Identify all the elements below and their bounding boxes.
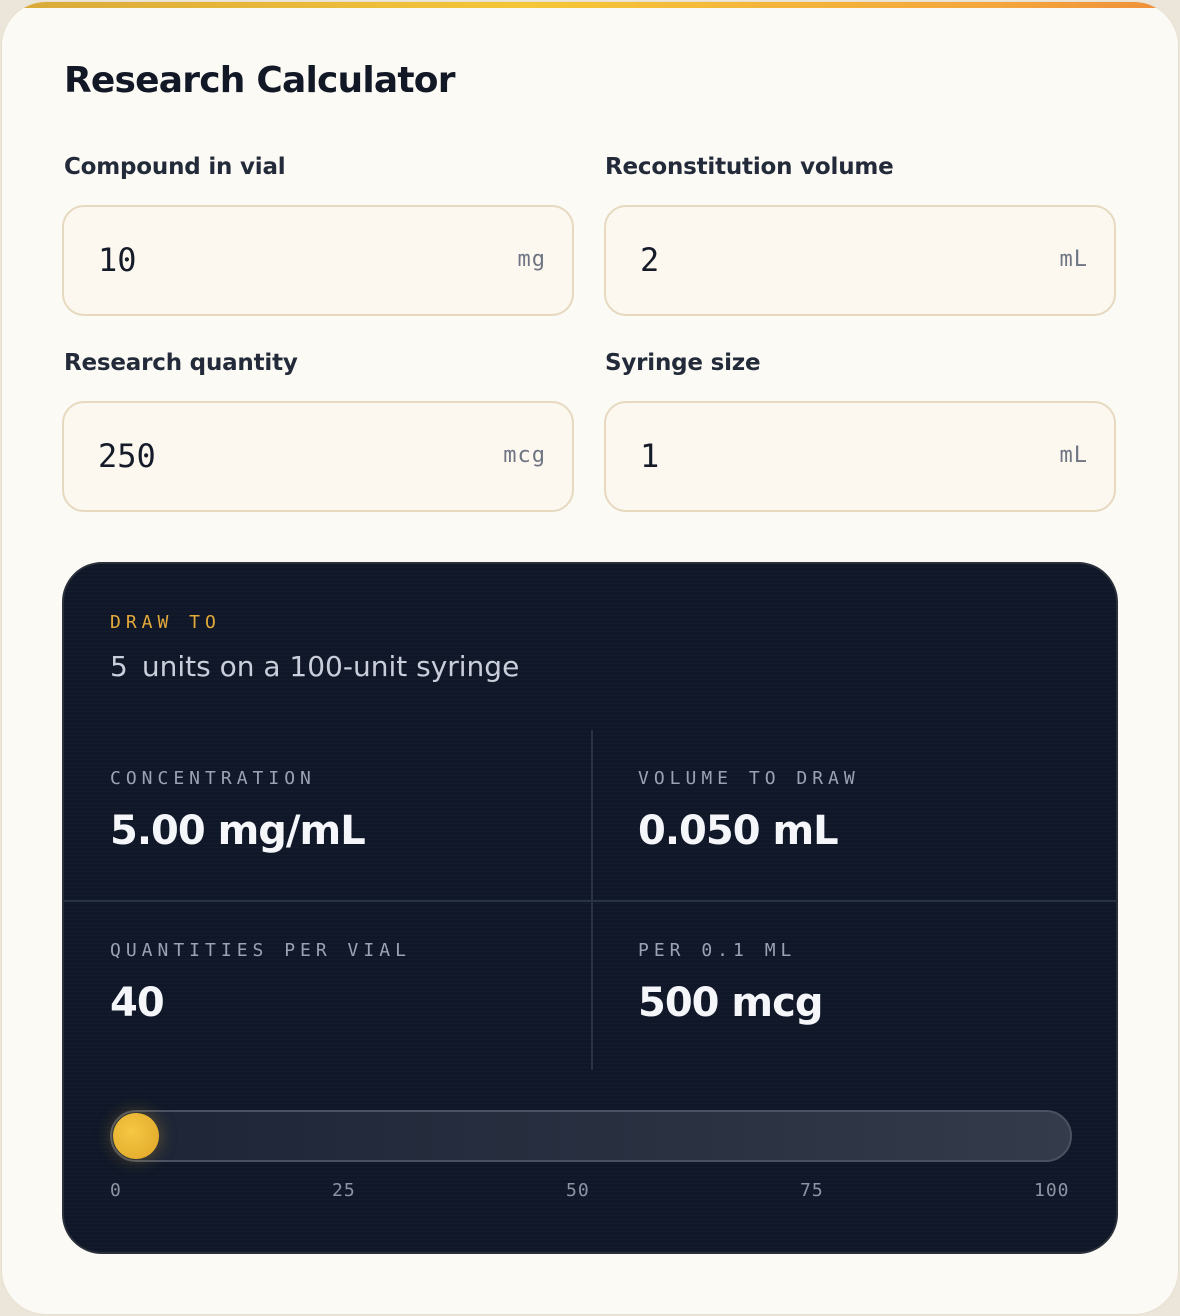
grid-divider-horizontal [64,900,1116,902]
metric-label: QUANTITIES PER VIAL [110,940,411,961]
draw-suffix: units on a 100-unit syringe [141,650,520,683]
metric-label: PER 0.1 ML [638,940,797,961]
result-panel: DRAW TO 5 units on a 100-unit syringe CON… [62,562,1118,1254]
compound-input[interactable]: 10 mg [62,205,574,316]
quantity-label: Research quantity [64,350,298,376]
draw-to-text: 5 units on a 100-unit syringe [110,650,519,683]
metric-value: 40 [110,980,165,1026]
syringe-input[interactable]: 1 mL [604,401,1116,512]
metric-label: VOLUME TO DRAW [638,768,860,789]
metric-value: 5.00 mg/mL [110,808,366,854]
quantity-unit: mcg [503,443,546,468]
reconstitution-unit: mL [1059,247,1088,272]
compound-unit: mg [517,247,546,272]
compound-label: Compound in vial [64,154,286,180]
syringe-gauge-thumb[interactable] [113,1113,159,1159]
metric-per-dose: PER 0.1 ML 500 mcg [592,902,1116,1072]
metric-concentration: CONCENTRATION 5.00 mg/mL [64,730,592,900]
syringe-label: Syringe size [605,350,761,376]
syringe-unit: mL [1059,443,1088,468]
syringe-gauge-track [110,1110,1072,1162]
gauge-tick: 50 [566,1180,590,1201]
compound-value[interactable]: 10 [98,241,137,279]
syringe-value[interactable]: 1 [640,437,660,475]
metric-volume: VOLUME TO DRAW 0.050 mL [592,730,1116,900]
gauge-tick: 0 [110,1180,122,1201]
metric-quantities: QUANTITIES PER VIAL 40 [64,902,592,1072]
metric-label: CONCENTRATION [110,768,316,789]
quantity-value[interactable]: 250 [98,437,156,475]
reconstitution-label: Reconstitution volume [605,154,894,180]
quantity-input[interactable]: 250 mcg [62,401,574,512]
gauge-tick: 25 [332,1180,356,1201]
metric-value: 500 mcg [638,980,823,1026]
gauge-tick: 100 [1034,1180,1070,1201]
metrics-grid: CONCENTRATION 5.00 mg/mL VOLUME TO DRAW … [64,730,1116,1070]
draw-units: 5 [110,650,128,683]
gauge-tick: 75 [800,1180,824,1201]
accent-bar [2,2,1178,8]
metric-value: 0.050 mL [638,808,839,854]
page-title: Research Calculator [64,60,455,101]
reconstitution-value[interactable]: 2 [640,241,660,279]
draw-to-label: DRAW TO [110,612,221,633]
reconstitution-input[interactable]: 2 mL [604,205,1116,316]
